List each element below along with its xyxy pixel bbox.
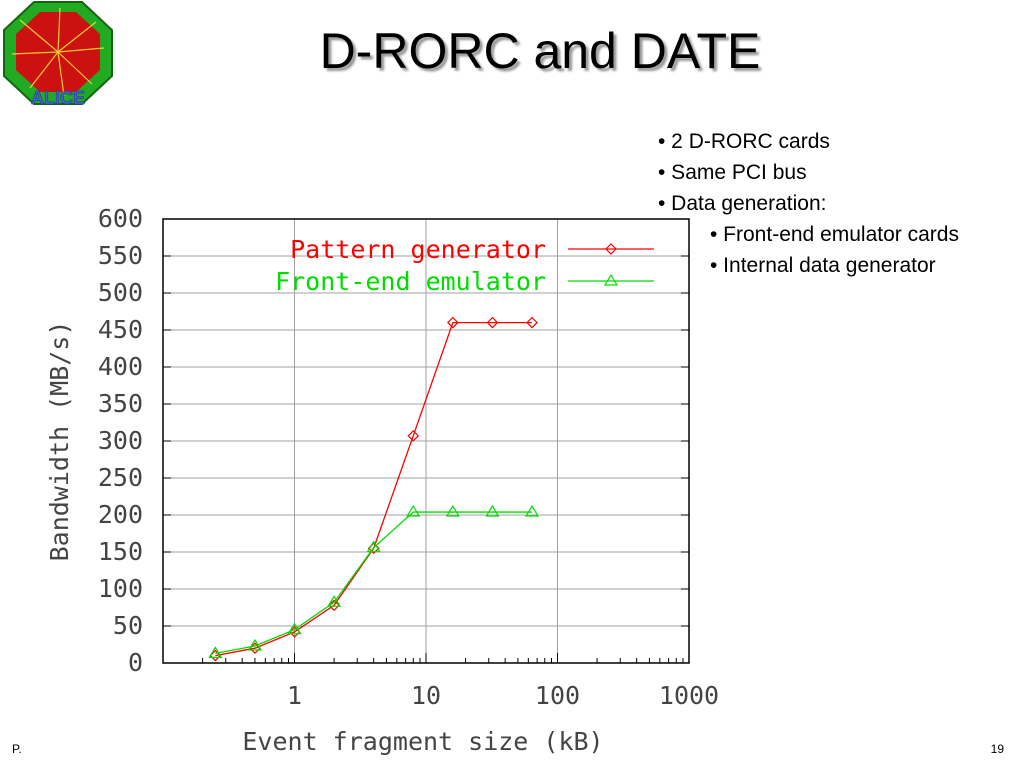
data-point [485, 504, 500, 517]
slide-title: D-RORC and DATE [319, 23, 761, 79]
y-tick-label: 500 [98, 278, 143, 307]
logo-text: ALICE [31, 88, 85, 108]
legend-label: Pattern generator [290, 235, 546, 264]
y-tick-label: 400 [98, 352, 143, 381]
bullet-list: • 2 D-RORC cards • Same PCI bus • Data gen… [658, 126, 1024, 281]
y-tick-label: 150 [98, 537, 143, 566]
legend-marker [603, 273, 619, 286]
y-axis-label: Bandwidth (MB/s) [45, 321, 74, 562]
y-tick-label: 550 [98, 241, 143, 270]
data-point [524, 504, 540, 517]
footer-left: P. [12, 742, 22, 756]
data-point [526, 316, 538, 329]
data-point [407, 429, 420, 442]
x-tick-label: 10 [411, 681, 441, 710]
alice-logo: ALICE [3, 1, 113, 108]
data-point [406, 504, 421, 517]
bullet-item: • Internal data generator [710, 254, 936, 277]
data-point [445, 504, 460, 517]
legend-marker [605, 243, 617, 255]
data-point [328, 599, 340, 612]
x-tick-label: 100 [535, 681, 580, 710]
x-tick-label: 1000 [659, 681, 719, 710]
y-tick-label: 0 [128, 648, 143, 677]
data-point [327, 595, 342, 607]
y-tick-label: 300 [98, 426, 143, 455]
legend-label: Front-end emulator [275, 267, 546, 296]
data-point [486, 316, 499, 329]
bullet-item: • 2 D-RORC cards [658, 130, 830, 153]
data-point [287, 622, 302, 635]
y-tick-label: 350 [98, 389, 143, 418]
data-point [366, 540, 381, 553]
series-line-front-end-emulator [215, 511, 533, 655]
data-point [208, 646, 223, 658]
bullet-item: • Data generation: [658, 192, 827, 215]
y-tick-label: 200 [98, 500, 143, 529]
y-tick-label: 250 [98, 463, 143, 492]
y-tick-label: 100 [98, 574, 143, 603]
x-tick-label: 1 [287, 681, 302, 710]
bullet-item: • Front-end emulator cards [710, 223, 959, 246]
data-point [446, 316, 459, 329]
series-line-pattern-generator [215, 321, 533, 657]
data-point [247, 638, 262, 651]
page-number: 19 [990, 742, 1004, 756]
x-axis-label: Event fragment size (kB) [242, 727, 603, 756]
y-tick-label: 50 [113, 611, 143, 640]
y-tick-label: 600 [98, 204, 143, 233]
y-tick-label: 450 [98, 315, 143, 344]
bullet-item: • Same PCI bus [658, 161, 807, 184]
